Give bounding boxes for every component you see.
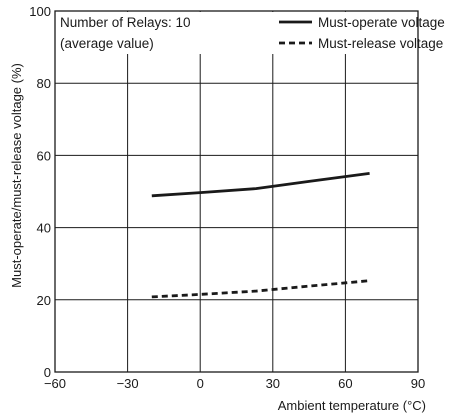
plot-frame [55, 11, 418, 372]
series-line-must-operate [152, 173, 370, 195]
x-axis-ticks: −60 −30 0 30 60 90 [44, 376, 425, 391]
x-tick-label: 60 [338, 376, 352, 391]
x-tick-label: −30 [117, 376, 139, 391]
y-tick-label: 80 [37, 76, 51, 91]
y-tick-label: 0 [44, 365, 51, 380]
y-tick-label: 60 [37, 148, 51, 163]
x-axis-title: Ambient temperature (°C) [278, 398, 426, 413]
y-tick-label: 40 [37, 221, 51, 236]
x-tick-label: 0 [197, 376, 204, 391]
x-tick-label: 90 [411, 376, 425, 391]
series-line-must-release [152, 281, 370, 297]
y-axis-title: Must-operate/must-release voltage (%) [9, 63, 24, 288]
legend-label-must-operate: Must-operate voltage [318, 15, 445, 30]
series-group [152, 173, 370, 297]
x-tick-label: 30 [266, 376, 280, 391]
grid [55, 11, 418, 372]
annotation-line-1: Number of Relays: 10 [60, 15, 191, 30]
y-tick-label: 100 [29, 4, 51, 19]
annotation-line-2: (average value) [60, 36, 154, 51]
legend-label-must-release: Must-release voltage [318, 36, 443, 51]
y-tick-label: 20 [37, 293, 51, 308]
y-axis-ticks: 0 20 40 60 80 100 [29, 4, 51, 380]
